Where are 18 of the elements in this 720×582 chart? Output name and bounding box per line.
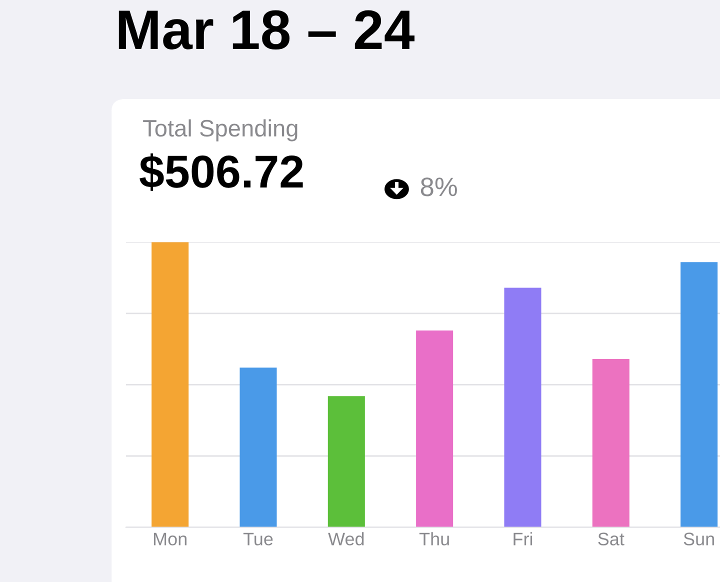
- bar: [416, 330, 454, 528]
- x-tick-label: Wed: [328, 532, 364, 546]
- chart-subtitle: Total Spending: [143, 119, 298, 142]
- bar: [680, 262, 718, 528]
- text: $506.72: [140, 153, 303, 191]
- chart-title: Mar 18 – 24: [118, 10, 414, 50]
- text: 8%: [420, 178, 457, 196]
- bar: [152, 242, 189, 528]
- bar: [504, 288, 542, 528]
- x-tick-label: Mon: [154, 532, 186, 546]
- bar: [240, 368, 277, 528]
- bar: [592, 359, 630, 528]
- x-tick-label: Tue: [243, 532, 273, 546]
- x-tick-label: Thu: [419, 532, 449, 546]
- x-tick-label: Sat: [598, 532, 624, 546]
- x-tick-label: Fri: [514, 532, 532, 546]
- x-tick-label: Sun: [684, 532, 714, 546]
- bar: [328, 396, 365, 528]
